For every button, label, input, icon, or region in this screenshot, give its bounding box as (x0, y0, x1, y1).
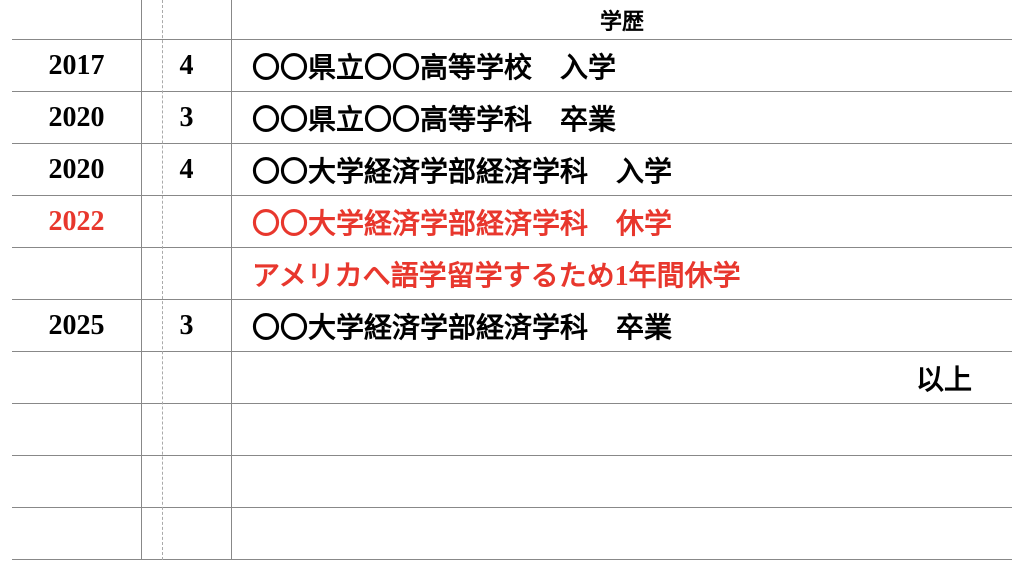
resume-table: 学歴 2017 4 〇〇県立〇〇高等学校 入学 2020 3 〇〇県立〇〇高等学… (0, 0, 1024, 560)
year-cell (12, 456, 142, 507)
year-text: 2017 (49, 50, 105, 82)
year-cell (12, 508, 142, 559)
month-cell: 4 (142, 40, 232, 91)
desc-cell: 以上 (232, 352, 1012, 403)
year-cell: 2020 (12, 92, 142, 143)
month-cell (142, 404, 232, 455)
desc-cell (232, 404, 1012, 455)
month-text: 3 (180, 310, 194, 342)
year-text: 2020 (49, 154, 105, 186)
month-text: 3 (180, 102, 194, 134)
header-month-cell (142, 0, 232, 39)
month-cell (142, 352, 232, 403)
year-cell: 2017 (12, 40, 142, 91)
year-cell (12, 248, 142, 299)
month-cell (142, 196, 232, 247)
header-desc-cell: 学歴 (232, 0, 1012, 39)
month-text: 4 (180, 50, 194, 82)
desc-text: アメリカへ語学留学するため1年間休学 (252, 254, 741, 294)
desc-cell (232, 508, 1012, 559)
month-cell (142, 248, 232, 299)
desc-cell: 〇〇県立〇〇高等学科 卒業 (232, 92, 1012, 143)
year-cell (12, 404, 142, 455)
dashed-guide (162, 0, 163, 560)
year-text: 2022 (49, 206, 105, 238)
year-cell: 2020 (12, 144, 142, 195)
desc-cell: 〇〇大学経済学部経済学科 卒業 (232, 300, 1012, 351)
month-cell (142, 508, 232, 559)
desc-cell: 〇〇県立〇〇高等学校 入学 (232, 40, 1012, 91)
year-text: 2020 (49, 102, 105, 134)
month-cell: 3 (142, 92, 232, 143)
year-cell: 2022 (12, 196, 142, 247)
year-text: 2025 (49, 310, 105, 342)
desc-cell: 〇〇大学経済学部経済学科 休学 (232, 196, 1012, 247)
desc-cell: 〇〇大学経済学部経済学科 入学 (232, 144, 1012, 195)
header-title: 学歴 (600, 4, 644, 36)
desc-cell (232, 456, 1012, 507)
month-cell: 3 (142, 300, 232, 351)
desc-text: 〇〇県立〇〇高等学校 入学 (252, 46, 616, 86)
year-cell: 2025 (12, 300, 142, 351)
desc-text: 〇〇県立〇〇高等学科 卒業 (252, 98, 616, 138)
year-cell (12, 352, 142, 403)
desc-text: 〇〇大学経済学部経済学科 入学 (252, 150, 672, 190)
desc-text: 〇〇大学経済学部経済学科 卒業 (252, 306, 672, 346)
desc-text: 以上 (916, 358, 972, 398)
desc-cell: アメリカへ語学留学するため1年間休学 (232, 248, 1012, 299)
desc-text: 〇〇大学経済学部経済学科 休学 (252, 202, 672, 242)
month-cell (142, 456, 232, 507)
header-year-cell (12, 0, 142, 39)
month-cell: 4 (142, 144, 232, 195)
month-text: 4 (180, 154, 194, 186)
